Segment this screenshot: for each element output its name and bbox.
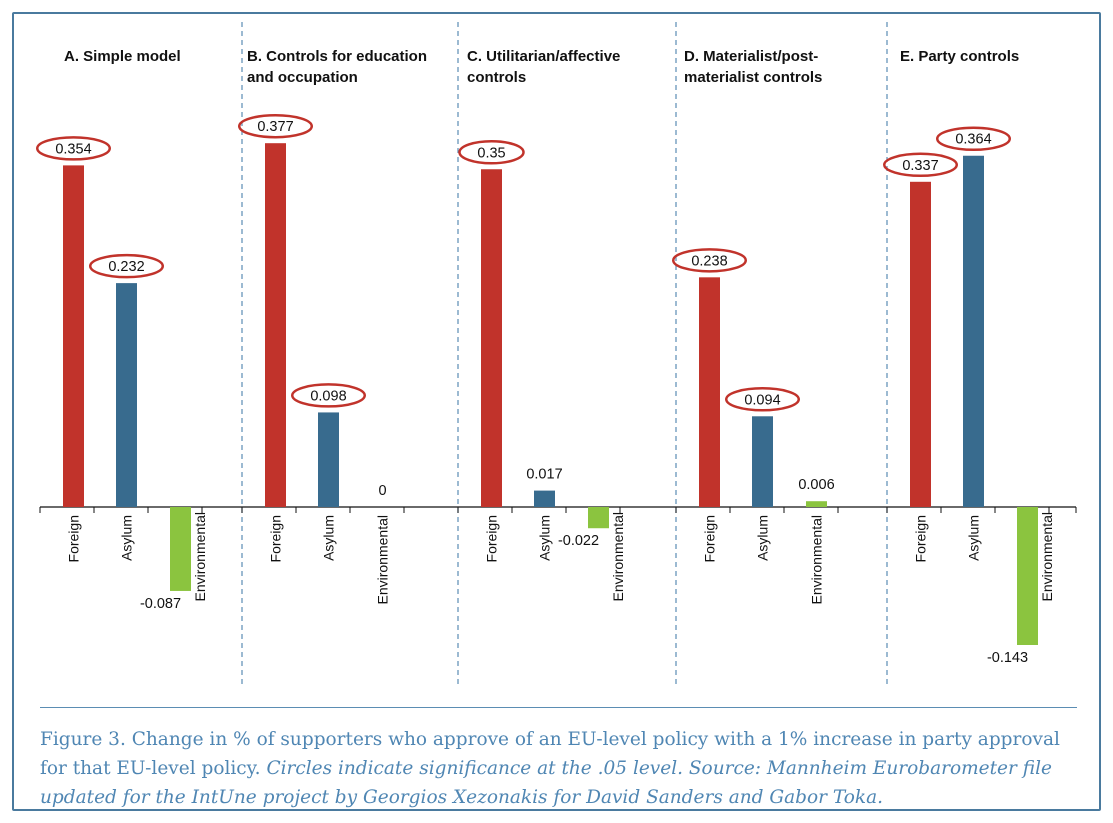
bar-asylum: [318, 412, 339, 507]
bar-chart: Foreign 0.354 Asylum 0.232 Environmental -0.0…: [36, 22, 1077, 684]
bar-foreign: [699, 277, 720, 507]
value-label: 0.35: [477, 145, 505, 161]
bar-foreign: [265, 143, 286, 507]
category-label: Environmental: [192, 512, 208, 602]
caption-divider: [40, 707, 1077, 708]
caption-note: Circles indicate significance at the .05…: [40, 758, 1052, 808]
value-label: 0.377: [257, 119, 293, 135]
panel-b-title: B. Controls for education and occupation: [247, 48, 427, 86]
value-label: 0.098: [310, 388, 346, 404]
category-label: Environmental: [1039, 512, 1055, 602]
panel-c-title: C. Utilitarian/affective controls: [467, 48, 621, 86]
category-label: Environmental: [610, 512, 626, 602]
category-label: Foreign: [268, 515, 284, 562]
bar-asylum: [963, 155, 984, 508]
category-label: Asylum: [755, 515, 771, 561]
category-label: Foreign: [484, 515, 500, 562]
category-label: Asylum: [537, 515, 553, 561]
figure-caption: Figure 3. Change in % of supporters who …: [40, 725, 1080, 812]
value-label: -0.087: [140, 596, 181, 612]
bar-asylum: [534, 490, 555, 507]
panel-d-title: D. Materialist/post- materialist control…: [684, 48, 823, 86]
significance-circle: [238, 113, 313, 139]
caption-main: Figure 3. Change in % of supporters who …: [40, 729, 1060, 779]
category-label: Asylum: [966, 515, 982, 561]
significance-circle: [89, 253, 164, 279]
figure-border: [12, 12, 1101, 811]
panel-e-title: E. Party controls: [900, 48, 1020, 65]
category-label: Asylum: [119, 515, 135, 561]
value-label: 0.354: [55, 141, 91, 157]
value-label: -0.143: [987, 650, 1028, 666]
value-label: 0.337: [902, 158, 938, 174]
significance-circle: [936, 126, 1011, 151]
significance-circle: [291, 383, 366, 408]
value-label: -0.022: [558, 533, 599, 549]
bar-foreign: [481, 169, 502, 507]
significance-circle: [672, 248, 747, 273]
bar-environmental: [806, 501, 827, 507]
value-label: 0.232: [108, 259, 144, 275]
value-label: 0.364: [955, 132, 991, 148]
value-label: 0.006: [798, 477, 834, 493]
significance-circle: [725, 387, 800, 412]
significance-circle: [883, 152, 958, 178]
panel-a-title: A. Simple model: [64, 48, 181, 65]
category-label: Environmental: [809, 515, 825, 605]
value-label: 0.094: [744, 392, 780, 408]
value-label: 0.238: [691, 253, 727, 269]
bar-environmental: [1017, 507, 1038, 645]
category-label: Environmental: [375, 515, 391, 605]
bar-foreign: [910, 181, 931, 508]
category-label: Asylum: [321, 515, 337, 561]
value-label: 0.017: [526, 467, 562, 483]
value-label: 0: [378, 483, 386, 499]
category-label: Foreign: [702, 515, 718, 562]
bar-environmental: [170, 507, 191, 591]
significance-circle: [458, 140, 525, 165]
bar-foreign: [63, 165, 84, 507]
bar-asylum: [752, 416, 773, 507]
bar-asylum: [116, 283, 137, 507]
bar-environmental: [588, 507, 609, 529]
category-label: Foreign: [913, 515, 929, 562]
significance-circle: [36, 136, 111, 161]
category-label: Foreign: [66, 515, 82, 562]
